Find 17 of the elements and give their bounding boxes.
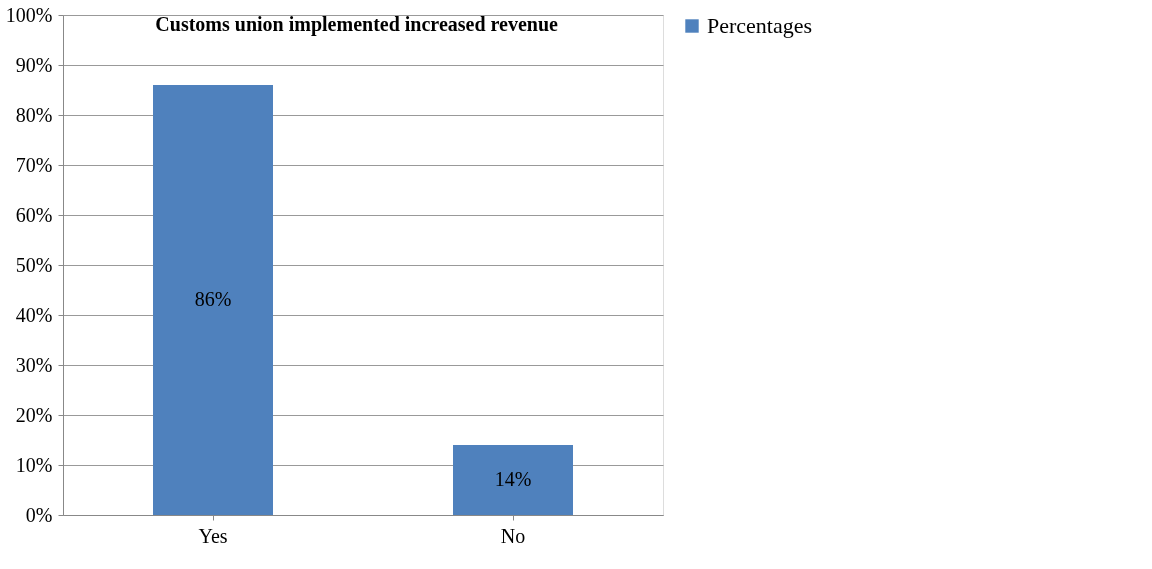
y-tick-label: 80% [15,103,53,126]
y-tick-label: 50% [15,253,53,276]
y-tick-label: 40% [15,303,53,326]
legend-label: Percentages [707,13,813,38]
chart-title: Customs union implemented increased revenue [155,13,559,36]
x-tick-label: No [500,524,526,547]
text: 86% [194,288,232,310]
y-tick-label: 100% [5,3,53,26]
y-tick-label: 70% [15,153,53,176]
y-tick-label: 60% [15,203,53,226]
x-tick-label: Yes [198,524,228,547]
y-tick-label: 20% [15,403,53,426]
y-tick-label: 90% [15,53,53,76]
y-tick-label: 0% [25,503,53,526]
text: 14% [494,468,532,490]
y-tick-label: 10% [15,453,53,476]
y-tick-label: 30% [15,353,53,376]
